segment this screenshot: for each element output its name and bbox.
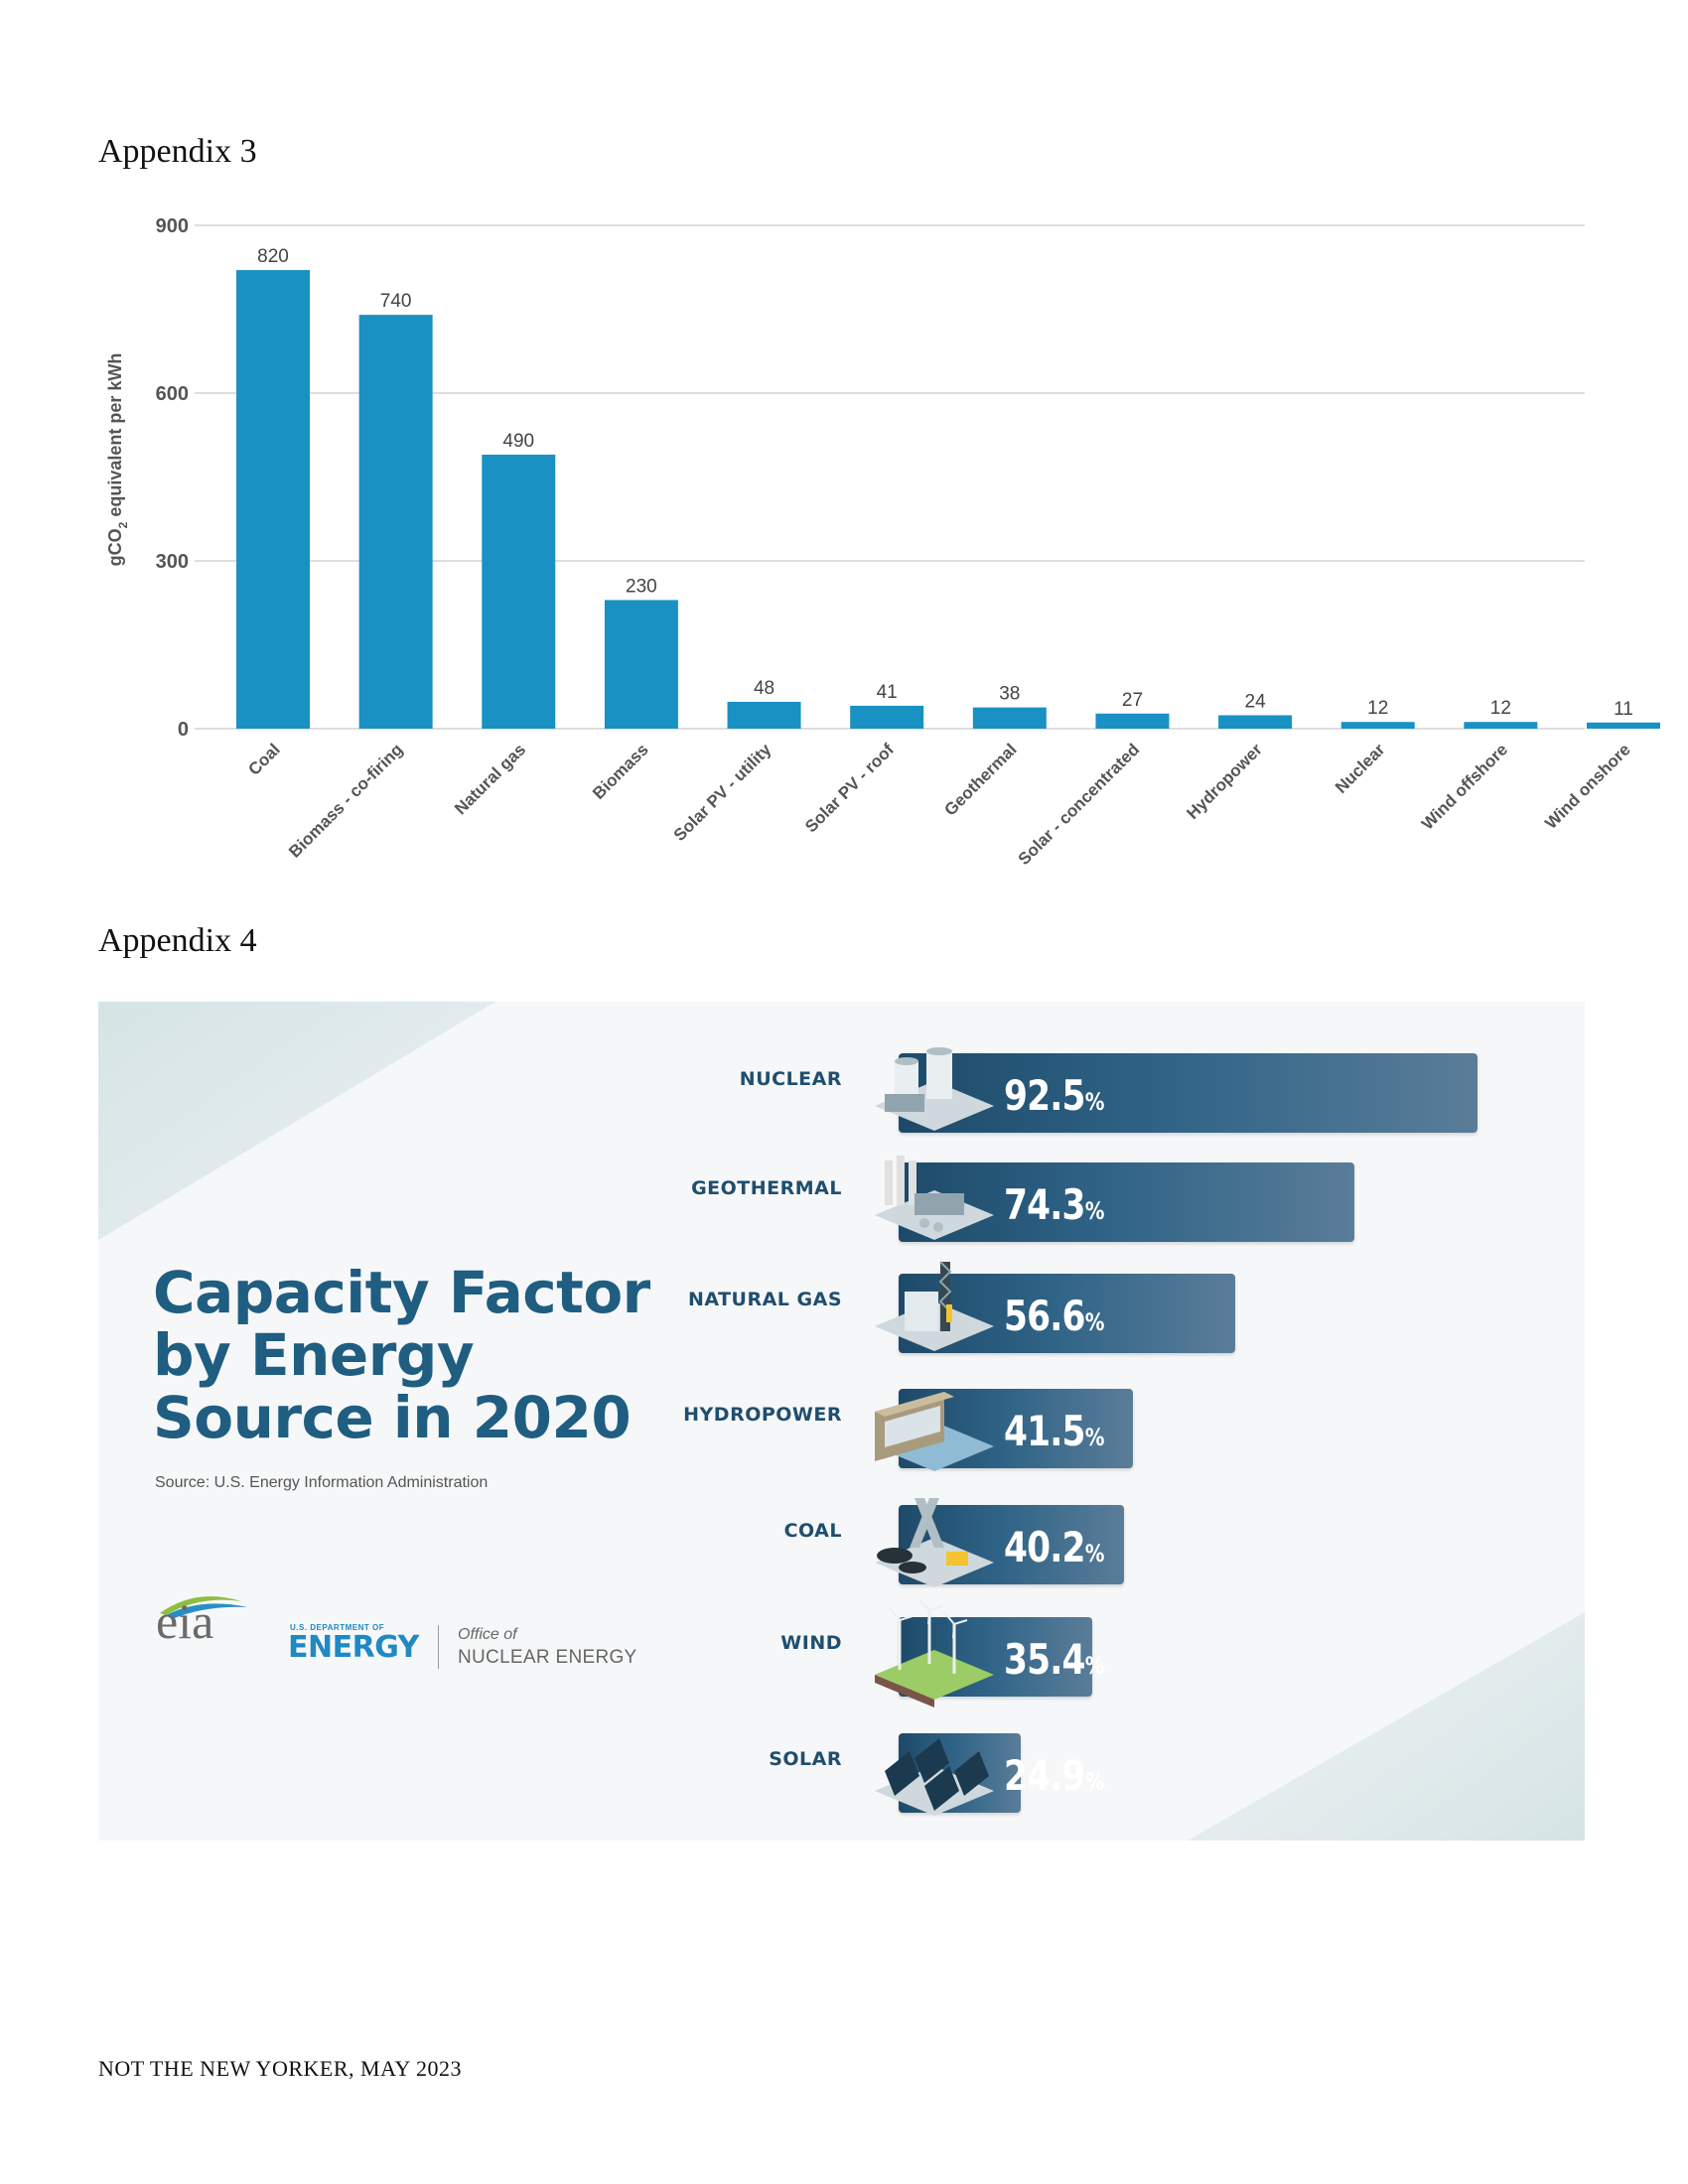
x-axis-labels: Coal Biomass - co-firing Natural gas Biomas… — [244, 740, 1633, 869]
bar-value-label: 27 — [1122, 690, 1143, 711]
nuclear-energy-office-logo: NUCLEAR ENERGY — [458, 1647, 637, 1668]
bar-value-label: 24 — [1245, 691, 1267, 712]
capacity-category-label: SOLAR — [769, 1748, 842, 1770]
doe-logo-small: U.S. DEPARTMENT OF — [290, 1623, 385, 1632]
capacity-category-label: HYDROPOWER — [683, 1404, 842, 1426]
capacity-row: NATURAL GAS 56.6% — [98, 1257, 1585, 1353]
bar-value-label: 41 — [877, 682, 898, 703]
capacity-value-label: 92.5% — [1004, 1071, 1105, 1120]
capacity-value-label: 40.2% — [1004, 1523, 1105, 1571]
logo-divider — [438, 1625, 439, 1669]
capacity-value-label: 41.5% — [1004, 1407, 1105, 1455]
bar-value-label: 38 — [999, 684, 1020, 705]
capacity-category-label: GEOTHERMAL — [691, 1177, 842, 1199]
capacity-bar — [899, 1053, 1477, 1133]
geothermal-plant-icon — [875, 1156, 994, 1240]
x-tick-label: Hydropower — [1183, 740, 1266, 823]
y-tick-label: 600 — [156, 383, 189, 405]
x-tick-label: Wind offshore — [1418, 740, 1511, 833]
x-tick-label: Biomass - co-firing — [285, 740, 406, 861]
bar — [1340, 722, 1415, 729]
y-axis-label: gCO2 equivalent per kWh — [105, 353, 130, 567]
title-line-2: by Energy — [153, 1321, 475, 1389]
title-line-1: Capacity Factor — [153, 1259, 650, 1326]
x-tick-label: Coal — [244, 740, 283, 778]
capacity-row: GEOTHERMAL 74.3% — [98, 1146, 1585, 1242]
solar-panel-icon — [875, 1738, 994, 1816]
capacity-bar — [899, 1162, 1355, 1242]
wind-turbine-icon — [875, 1600, 994, 1707]
bar — [1095, 713, 1170, 729]
bar — [850, 705, 924, 729]
eia-logo: eia — [156, 1593, 214, 1649]
bar — [1464, 722, 1538, 729]
capacity-category-label: NATURAL GAS — [687, 1289, 842, 1310]
x-tick-label: Solar PV - utility — [670, 740, 775, 845]
capacity-value-label: 56.6% — [1004, 1292, 1105, 1340]
capacity-row: NUCLEAR 92.5% — [98, 1036, 1585, 1133]
bar-value-label: 12 — [1490, 698, 1511, 719]
bar-value-label: 48 — [754, 678, 774, 699]
natural-gas-plant-icon — [875, 1261, 994, 1351]
capacity-row: SOLAR 24.9% — [98, 1716, 1585, 1816]
appendix-4-heading: Appendix 4 — [98, 922, 257, 959]
bar-value-label: 820 — [257, 246, 289, 267]
x-tick-label: Biomass — [589, 740, 652, 803]
chart-bars — [236, 270, 1660, 729]
capacity-row: COAL 40.2% — [98, 1488, 1585, 1587]
capacity-category-label: NUCLEAR — [739, 1068, 842, 1090]
x-tick-label: Nuclear — [1332, 740, 1389, 797]
capacity-row: HYDROPOWER 41.5% — [98, 1372, 1585, 1471]
bar-value-label: 490 — [502, 431, 534, 452]
bar-value-labels: 820 740 490 230 48 41 38 27 24 12 12 11 — [257, 246, 1633, 720]
y-tick-label: 900 — [156, 215, 189, 237]
capacity-category-label: COAL — [783, 1520, 842, 1542]
hydropower-dam-icon — [875, 1392, 994, 1471]
bar — [604, 600, 678, 729]
bar-value-label: 12 — [1367, 698, 1388, 719]
page-footer: NOT THE NEW YORKER, MAY 2023 — [98, 2056, 463, 2081]
x-tick-label: Solar PV - roof — [801, 740, 898, 836]
nuclear-plant-icon — [875, 1047, 994, 1131]
bar — [727, 701, 801, 729]
office-of-label: Office of — [458, 1626, 517, 1643]
bar — [482, 454, 556, 729]
y-tick-label: 0 — [178, 719, 189, 741]
infographic-source: Source: U.S. Energy Information Administ… — [155, 1474, 489, 1491]
bar-value-label: 230 — [626, 576, 657, 597]
appendix-3-heading: Appendix 3 — [98, 133, 257, 170]
infographic-title: Capacity Factor by Energy Source in 2020 — [153, 1262, 709, 1449]
y-axis-ticks: 0 300 600 900 — [156, 215, 189, 741]
x-tick-label: Solar - concentrated — [1015, 740, 1144, 869]
bar-value-label: 11 — [1614, 699, 1633, 720]
x-tick-label: Geothermal — [940, 740, 1020, 819]
coal-mine-icon — [875, 1498, 994, 1587]
bar — [972, 707, 1047, 729]
capacity-value-label: 24.9% — [1004, 1751, 1105, 1800]
bar — [1587, 722, 1660, 729]
x-tick-label: Natural gas — [451, 740, 529, 818]
bar — [358, 315, 433, 729]
eia-logo-swoosh-icon — [160, 1596, 247, 1619]
capacity-value-label: 74.3% — [1004, 1180, 1105, 1229]
doe-logo: ENERGY — [288, 1630, 419, 1665]
title-line-3: Source in 2020 — [153, 1384, 632, 1451]
bar — [236, 270, 310, 729]
capacity-value-label: 35.4% — [1004, 1635, 1105, 1684]
x-tick-label: Wind onshore — [1541, 740, 1633, 832]
y-tick-label: 300 — [156, 551, 189, 573]
bar — [1218, 715, 1293, 729]
capacity-factor-infographic: Capacity Factor by Energy Source in 2020… — [98, 1002, 1585, 1841]
capacity-row: WIND 35.4% — [98, 1600, 1585, 1707]
capacity-category-label: WIND — [780, 1632, 842, 1654]
bar-value-label: 740 — [380, 291, 412, 312]
